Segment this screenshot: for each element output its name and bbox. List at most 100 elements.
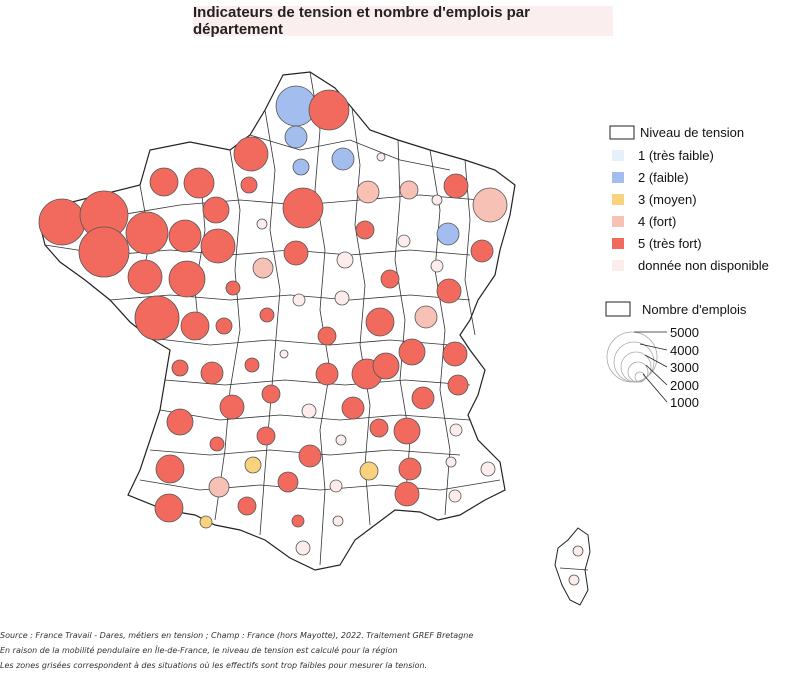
circle-haute-savoie: [442, 341, 468, 367]
circle-pyrenees-orientales: [295, 540, 311, 556]
circle-alpes-maritimes: [445, 456, 457, 468]
circle-cher: [292, 293, 306, 307]
circle-saone-et-loire: [365, 307, 395, 337]
circle-vienne: [317, 326, 337, 346]
legend-swatch-6: [612, 260, 624, 271]
circle-pyrenees-atlantiques: [154, 493, 184, 523]
circle-ariege: [199, 515, 213, 529]
circle-creuse: [244, 357, 260, 373]
circle-cantal: [301, 403, 317, 419]
map-title-text: Indicateurs de tension et nombre d'emplo…: [193, 4, 530, 38]
circle-morbihan: [125, 211, 169, 255]
circle-oise: [292, 158, 310, 176]
circle-vaucluse: [398, 457, 422, 481]
circle-bas-rhin: [472, 187, 508, 223]
circle-jura: [414, 305, 438, 329]
corsica-outline: [554, 527, 591, 606]
legend-size-circles: [606, 331, 658, 383]
leader-3000: [644, 354, 668, 368]
circle-cote-dor: [380, 269, 400, 289]
circle-nord-east: [308, 89, 350, 131]
circle-haute-corse: [572, 545, 584, 557]
circle-yonne: [336, 251, 354, 269]
circle-loiret: [283, 240, 309, 266]
circle-manche: [149, 167, 179, 197]
circle-nievre: [334, 290, 350, 306]
circle-eure-et-loir: [252, 257, 274, 279]
department-circles: [38, 85, 584, 586]
circle-herault: [329, 479, 343, 493]
corsica-border: [559, 567, 589, 571]
legend-label-4: 4 (fort): [638, 214, 676, 229]
legend-size-label-4000: 4000: [670, 343, 699, 358]
circle-marne: [356, 180, 380, 204]
circle-ardennes: [376, 152, 386, 162]
legend-label-2: 2 (faible): [638, 170, 689, 185]
legend-emplois: Nombre d'emplois 5000 4000 3000 2000 100…: [605, 301, 747, 410]
circle-loir-et-cher: [225, 280, 241, 296]
legend-size-leaders: [634, 331, 668, 403]
circle-savoie: [447, 374, 469, 396]
legend-emplois-title: Nombre d'emplois: [642, 302, 747, 317]
circle-gironde: [166, 408, 194, 436]
circle-lot: [335, 434, 347, 446]
circle-rhone: [372, 352, 400, 380]
circle-haute-saone: [430, 259, 444, 273]
circle-ain: [398, 338, 426, 366]
circle-hautes-pyrenees: [237, 496, 257, 516]
source-line-3: Les zones grisées correspondent à des si…: [0, 661, 428, 670]
circle-haut-rhin: [470, 239, 494, 263]
circle-indre-et-loire: [259, 307, 275, 323]
circle-correze: [219, 394, 245, 420]
legend-emplois-box: [605, 301, 631, 317]
circle-aube: [355, 220, 375, 240]
circle-charente: [261, 384, 281, 404]
circle-isere: [411, 386, 435, 410]
circle-charente-maritime: [171, 359, 189, 377]
circle-dordogne: [256, 426, 276, 446]
source-line-1: Source : France Travail - Dares, métiers…: [0, 631, 474, 640]
circle-aveyron: [298, 444, 322, 468]
source-line-2: En raison de la mobilité pendulaire en Î…: [0, 646, 398, 655]
circle-somme: [284, 125, 308, 149]
circle-puy-de-dome: [315, 362, 339, 386]
legend-tension-box: [609, 125, 635, 140]
legend-label-6: donnée non disponible: [638, 258, 769, 273]
circle-aude: [291, 514, 305, 528]
circle-hautes-alpes: [449, 423, 463, 437]
legend-label-3: 3 (moyen): [638, 192, 697, 207]
circle-mayenne: [200, 228, 236, 264]
legend-size-label-1000: 1000: [670, 395, 699, 410]
circle-seine-maritime: [233, 136, 269, 172]
circle-gard: [359, 461, 379, 481]
circle-aisne: [331, 147, 355, 171]
circle-drome: [393, 417, 421, 445]
legend-tension: Niveau de tension 1 (très faible) 2 (fai…: [609, 125, 769, 273]
circle-paris: [282, 187, 324, 229]
circle-doubs: [436, 278, 462, 304]
circle-meuse: [399, 180, 419, 200]
legend-swatch-4: [612, 216, 624, 227]
circle-landes: [155, 454, 185, 484]
circle-deux-sevres: [180, 311, 210, 341]
legend-swatch-1: [612, 150, 624, 161]
circle-meurthe: [431, 194, 443, 206]
legend-size-label-3000: 3000: [670, 360, 699, 375]
circle-moselle: [443, 173, 469, 199]
circle-eure: [240, 176, 258, 194]
circle-var-east: [480, 461, 496, 477]
legend-tension-title: Niveau de tension: [640, 125, 744, 140]
circle-tarn-et-garonne: [244, 456, 262, 474]
circle-haute-marne: [397, 234, 411, 248]
circle-haute-garonne: [277, 471, 299, 493]
circle-orne: [202, 196, 230, 224]
leader-2000: [645, 364, 668, 386]
legend-swatch-3: [612, 194, 624, 205]
circle-loire-atlantique: [127, 259, 163, 295]
circle-finistere: [38, 198, 86, 246]
circle-ardeche: [369, 418, 389, 438]
circle-indre: [215, 317, 233, 335]
circle-allier: [279, 349, 289, 359]
circle-val-doise: [256, 218, 268, 230]
circle-vosges: [436, 222, 460, 246]
